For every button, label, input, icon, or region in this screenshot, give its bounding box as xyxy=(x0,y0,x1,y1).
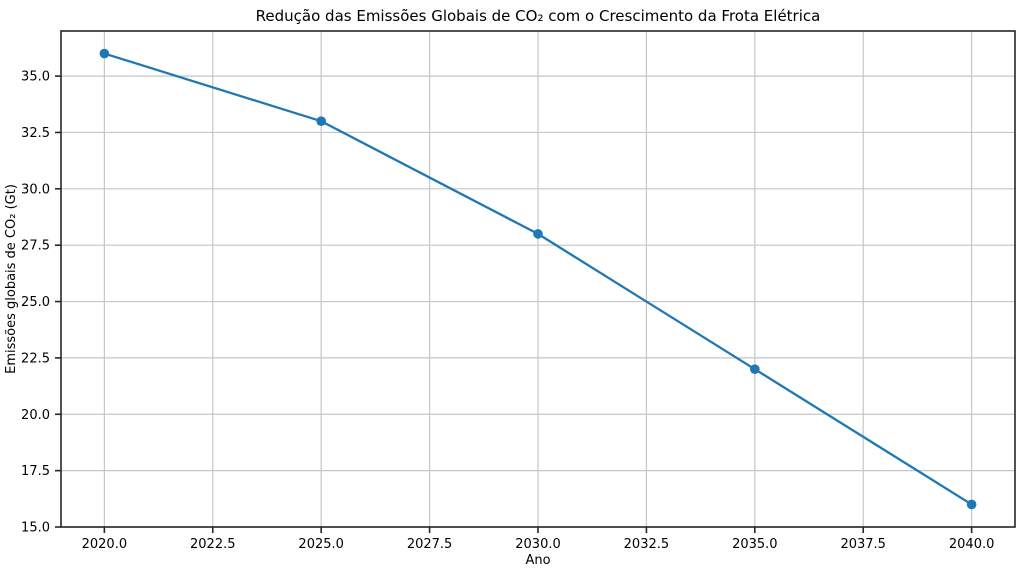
y-tick-label: 22.5 xyxy=(21,351,50,366)
x-tick-label: 2035.0 xyxy=(732,537,778,552)
y-tick-label: 27.5 xyxy=(21,239,50,254)
y-tick-label: 35.0 xyxy=(21,70,50,85)
y-tick-label: 25.0 xyxy=(21,295,50,310)
data-point xyxy=(750,364,760,374)
y-tick-label: 17.5 xyxy=(21,464,50,479)
x-tick-label: 2037.5 xyxy=(840,537,886,552)
y-tick-label: 20.0 xyxy=(21,408,50,423)
data-point xyxy=(99,48,110,59)
x-axis-label: Ano xyxy=(525,553,550,568)
data-point xyxy=(533,229,543,239)
y-tick-label: 30.0 xyxy=(21,182,50,197)
plot-area: 2020.0 2022.5 2025.0 2027.5 2030.0 2032.5 2035… xyxy=(21,30,1016,552)
x-tick-label: 2032.5 xyxy=(624,537,670,552)
y-tick-label: 32.5 xyxy=(21,126,50,141)
y-tick-label: 15.0 xyxy=(21,521,50,536)
data-point xyxy=(316,116,326,126)
x-tick-label: 2027.5 xyxy=(407,537,453,552)
chart-title: Redução das Emissões Globais de CO₂ com … xyxy=(256,7,821,25)
data-point xyxy=(966,499,977,510)
y-axis-label: Emissões globais de CO₂ (Gt) xyxy=(4,184,19,374)
x-tick-label: 2022.5 xyxy=(190,537,236,552)
x-tick-label: 2020.0 xyxy=(82,537,128,552)
x-tick-label: 2040.0 xyxy=(949,537,995,552)
x-tick-label: 2030.0 xyxy=(515,537,561,552)
x-tick-label: 2025.0 xyxy=(298,537,344,552)
